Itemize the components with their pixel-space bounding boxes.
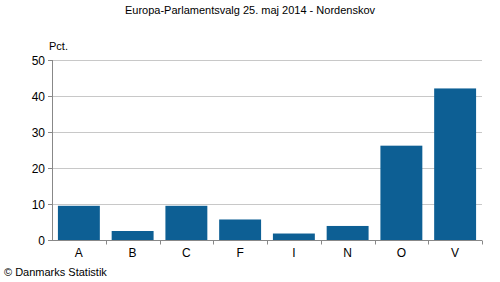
chart-container: Europa-Parlamentsvalg 25. maj 2014 - Nor… bbox=[0, 0, 500, 282]
tick-label: 50 bbox=[32, 54, 46, 68]
tick-mark bbox=[48, 204, 52, 205]
bar bbox=[112, 231, 154, 240]
x-tick-mark bbox=[482, 241, 483, 245]
tick-mark bbox=[48, 60, 52, 61]
title: Europa-Parlamentsvalg 25. maj 2014 - Nor… bbox=[125, 4, 376, 16]
source: © Danmarks Statistik bbox=[4, 266, 107, 278]
x-tick-mark bbox=[428, 241, 429, 245]
tick-label: 20 bbox=[32, 162, 46, 176]
category-label: V bbox=[451, 246, 459, 260]
grid-line bbox=[52, 96, 482, 97]
tick-mark bbox=[48, 168, 52, 169]
tick-mark bbox=[48, 132, 52, 133]
tick-label: 40 bbox=[32, 90, 46, 104]
category-label: A bbox=[75, 246, 83, 260]
x-tick-mark bbox=[321, 241, 322, 245]
category-label: B bbox=[129, 246, 137, 260]
bar bbox=[58, 206, 100, 240]
tick-mark bbox=[48, 96, 52, 97]
category-label: F bbox=[236, 246, 243, 260]
bar bbox=[434, 88, 476, 240]
bar bbox=[165, 206, 207, 240]
x-tick-mark bbox=[160, 241, 161, 245]
tick-label: 0 bbox=[38, 234, 45, 248]
grid-line bbox=[52, 60, 482, 61]
grid-line bbox=[52, 132, 482, 133]
category-label: N bbox=[343, 246, 352, 260]
bar bbox=[273, 234, 315, 240]
bar bbox=[219, 219, 261, 240]
x-tick-mark bbox=[213, 241, 214, 245]
x-tick-mark bbox=[375, 241, 376, 245]
category-label: C bbox=[182, 246, 191, 260]
y-axis-label: Pct. bbox=[49, 40, 68, 52]
tick-label: 30 bbox=[32, 126, 46, 140]
category-label: I bbox=[292, 246, 295, 260]
tick-label: 10 bbox=[32, 198, 46, 212]
chart: Europa-Parlamentsvalg 25. maj 2014 - Nor… bbox=[0, 0, 500, 282]
x-tick-mark bbox=[106, 241, 107, 245]
tick-mark bbox=[48, 240, 52, 241]
bar bbox=[380, 146, 422, 240]
bars bbox=[58, 88, 476, 240]
y-axis bbox=[52, 60, 53, 240]
x-tick-mark bbox=[267, 241, 268, 245]
category-label: O bbox=[397, 246, 406, 260]
bar bbox=[327, 226, 369, 240]
